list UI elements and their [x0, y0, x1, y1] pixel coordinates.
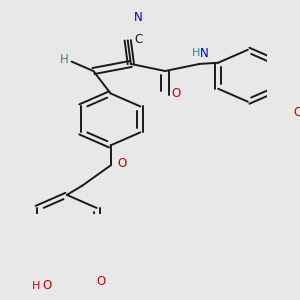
- Text: N: N: [200, 47, 208, 60]
- Text: O: O: [42, 279, 51, 292]
- Text: O: O: [172, 87, 181, 100]
- Text: O: O: [118, 157, 127, 169]
- Text: H: H: [59, 53, 68, 66]
- Text: H: H: [192, 48, 201, 58]
- Text: C: C: [134, 33, 143, 46]
- Text: O: O: [97, 274, 106, 288]
- Text: H: H: [32, 281, 40, 291]
- Text: O: O: [293, 106, 300, 119]
- Text: N: N: [134, 11, 143, 24]
